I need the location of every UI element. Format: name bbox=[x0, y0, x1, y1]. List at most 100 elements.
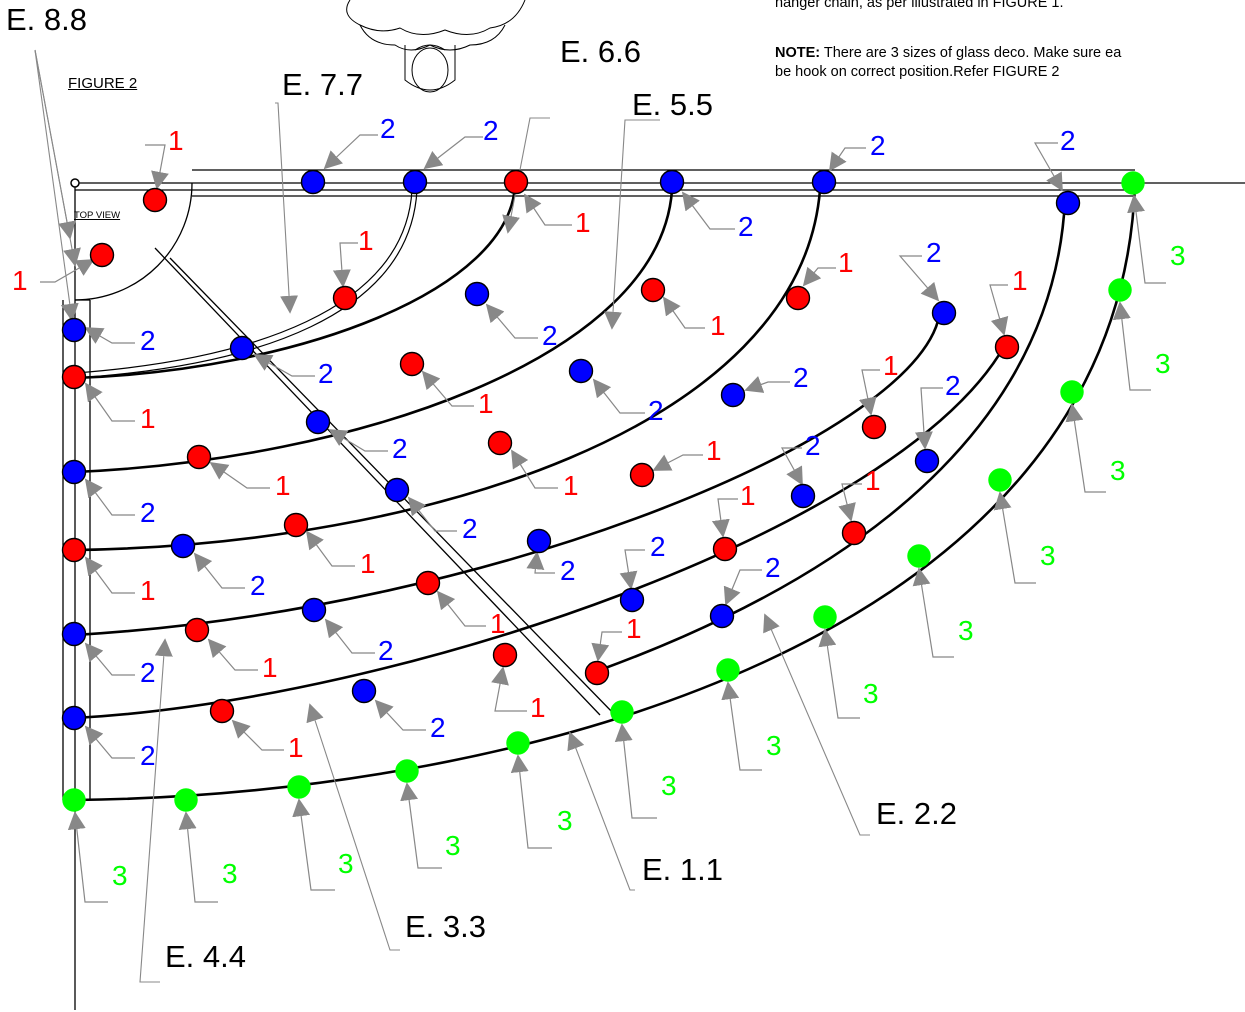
size-1-label: 1 bbox=[838, 247, 854, 278]
size-2-label: 2 bbox=[378, 635, 394, 666]
ring-arc-1 bbox=[74, 182, 1137, 802]
ring-arcs bbox=[74, 182, 1137, 802]
glass-deco-size-2-dot bbox=[790, 483, 816, 509]
glass-deco-size-2-dot bbox=[61, 317, 87, 343]
size-2-label: 2 bbox=[1060, 125, 1076, 156]
leader-arrow bbox=[423, 136, 483, 170]
size-2-label: 2 bbox=[542, 320, 558, 351]
glass-deco-size-2-dot bbox=[568, 358, 594, 384]
leader-arrow bbox=[511, 449, 558, 489]
size-1-label: 1 bbox=[478, 388, 494, 419]
glass-deco-size-2-dot bbox=[170, 533, 196, 559]
leader-arrow bbox=[818, 628, 860, 719]
glass-deco-size-3-dot bbox=[62, 788, 86, 812]
ring-label-6: E. 3.3 bbox=[405, 909, 486, 944]
glass-deco-size-1-dot bbox=[503, 169, 529, 195]
glass-deco-size-2-dot bbox=[811, 169, 837, 195]
leader-arrow bbox=[662, 296, 705, 329]
size-2-label: 2 bbox=[870, 130, 886, 161]
glass-deco-size-1-dot bbox=[487, 430, 513, 456]
glass-deco-size-2-dot bbox=[402, 169, 428, 195]
leader-arrow bbox=[912, 567, 954, 658]
glass-deco-size-1-dot bbox=[640, 277, 666, 303]
size-2-label: 2 bbox=[430, 712, 446, 743]
leader-arrow bbox=[914, 387, 943, 450]
glass-deco-size-1-dot bbox=[209, 698, 235, 724]
top-view-disc bbox=[74, 182, 193, 301]
leader-arrow bbox=[1127, 194, 1166, 284]
glass-deco-size-2-dot bbox=[1055, 190, 1081, 216]
ring-leader-arrow bbox=[763, 613, 870, 836]
note-line-3: be hook on correct position.Refer FIGURE… bbox=[775, 64, 1060, 80]
glass-deco-size-3-dot bbox=[1121, 171, 1145, 195]
leader-arrow bbox=[802, 266, 836, 287]
glass-deco-size-1-dot bbox=[861, 414, 887, 440]
ring-leader-arrow bbox=[275, 102, 299, 314]
size-1-label: 1 bbox=[490, 608, 506, 639]
leader-arrow bbox=[510, 754, 552, 849]
size-3-label: 3 bbox=[445, 830, 461, 861]
glass-deco-size-3-dot bbox=[716, 658, 740, 682]
leader-arrow bbox=[178, 811, 218, 903]
leader-arrow bbox=[436, 590, 486, 627]
size-1-label: 1 bbox=[710, 310, 726, 341]
note-line-2: NOTE: There are 3 sizes of glass deco. M… bbox=[775, 44, 1121, 63]
chandelier-sketch bbox=[346, 0, 526, 93]
leader-arrow bbox=[681, 191, 735, 230]
glass-deco-size-3-dot bbox=[1060, 380, 1084, 404]
size-2-label: 2 bbox=[945, 370, 961, 401]
leader-arrow bbox=[619, 549, 645, 590]
leader-arrow bbox=[898, 255, 940, 302]
glass-deco-size-2-dot bbox=[351, 678, 377, 704]
glass-deco-size-1-dot bbox=[283, 512, 309, 538]
leader-arrow bbox=[67, 811, 108, 903]
size-1-label: 1 bbox=[706, 435, 722, 466]
leader-arrow bbox=[374, 699, 426, 731]
glass-deco-size-2-dot bbox=[464, 281, 490, 307]
leader-arrow bbox=[491, 666, 527, 712]
glass-deco-size-3-dot bbox=[506, 731, 530, 755]
leader-arrow bbox=[193, 552, 245, 589]
glass-deco-dots bbox=[61, 169, 1145, 812]
size-2-label: 2 bbox=[648, 395, 664, 426]
size-2-label: 2 bbox=[738, 211, 754, 242]
size-1-label: 1 bbox=[262, 652, 278, 683]
glass-deco-size-1-dot bbox=[89, 242, 115, 268]
size-3-label: 3 bbox=[112, 860, 128, 891]
leader-arrow bbox=[207, 638, 258, 671]
leader-arrow bbox=[231, 719, 284, 751]
ring-label-3: E. 6.6 bbox=[560, 34, 641, 69]
leader-arrow bbox=[323, 134, 378, 170]
glass-deco-size-1-dot bbox=[629, 462, 655, 488]
glass-deco-size-3-dot bbox=[813, 605, 837, 629]
leader-arrow bbox=[328, 429, 388, 452]
size-1-label: 1 bbox=[1012, 265, 1028, 296]
size-1-label: 1 bbox=[168, 125, 184, 156]
leader-arrow bbox=[838, 483, 862, 522]
leader-arrow bbox=[84, 478, 135, 516]
size-3-label: 3 bbox=[958, 615, 974, 646]
size-1-label: 1 bbox=[288, 732, 304, 763]
leader-arrow bbox=[614, 723, 657, 819]
ring-leader-arrow bbox=[567, 731, 635, 891]
size-3-label: 3 bbox=[557, 805, 573, 836]
glass-deco-size-3-dot bbox=[1108, 278, 1132, 302]
ring-leader-arrow bbox=[34, 49, 81, 267]
size-2-label: 2 bbox=[140, 325, 156, 356]
ring-label-8: E. 1.1 bbox=[642, 852, 723, 887]
ring-leader-arrow bbox=[306, 703, 400, 951]
ring-label-5: E. 4.4 bbox=[165, 939, 246, 974]
size-2-label: 2 bbox=[483, 115, 499, 146]
size-3-label: 3 bbox=[661, 770, 677, 801]
leader-arrow bbox=[400, 782, 442, 869]
figure-title: FIGURE 2 bbox=[68, 75, 138, 92]
size-3-label: 3 bbox=[863, 678, 879, 709]
size-2-label: 2 bbox=[250, 570, 266, 601]
origin-point bbox=[70, 178, 80, 188]
size-2-label: 2 bbox=[650, 531, 666, 562]
leader-arrow bbox=[84, 382, 135, 422]
ring-label-7: E. 2.2 bbox=[876, 796, 957, 831]
leader-arrow bbox=[84, 327, 135, 344]
